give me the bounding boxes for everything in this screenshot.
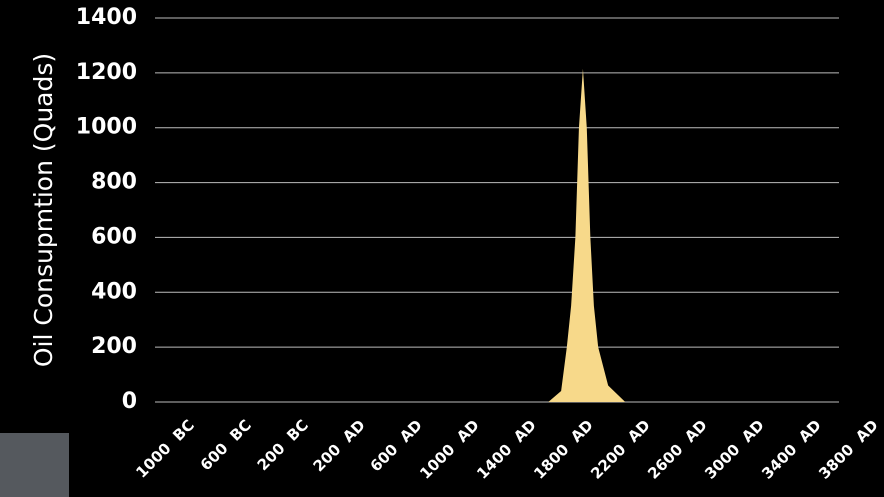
x-tick-label: 3800 AD (815, 416, 882, 483)
y-axis-label: Oil Consupmtion (Quads) (29, 53, 58, 367)
area (548, 68, 626, 402)
y-tick-label: 1000 (76, 115, 137, 140)
y-tick-label: 200 (91, 334, 137, 359)
x-tick-label: 3400 AD (758, 416, 825, 483)
y-tick-label: 1200 (76, 60, 137, 85)
x-tick-label: 1800 AD (530, 416, 597, 483)
y-tick-label: 800 (91, 170, 137, 195)
x-tick-label: 1000 BC (132, 416, 198, 482)
x-tick-label: 600 AD (367, 416, 426, 475)
y-tick-label: 600 (91, 224, 137, 249)
x-tick-label: 2600 AD (644, 416, 711, 483)
x-tick-label: 2200 AD (587, 416, 654, 483)
x-tick-label: 3000 AD (701, 416, 768, 483)
y-tick-label: 1400 (76, 5, 137, 30)
x-tick-label: 1000 AD (416, 416, 483, 483)
x-tick-label: 200 AD (310, 416, 369, 475)
y-tick-label: 400 (91, 279, 137, 304)
decorative-image (0, 433, 69, 497)
y-tick-label: 0 (122, 389, 137, 414)
x-tick-label: 600 BC (197, 416, 255, 474)
x-tick-label: 200 BC (254, 416, 312, 474)
x-tick-label: 1400 AD (473, 416, 540, 483)
